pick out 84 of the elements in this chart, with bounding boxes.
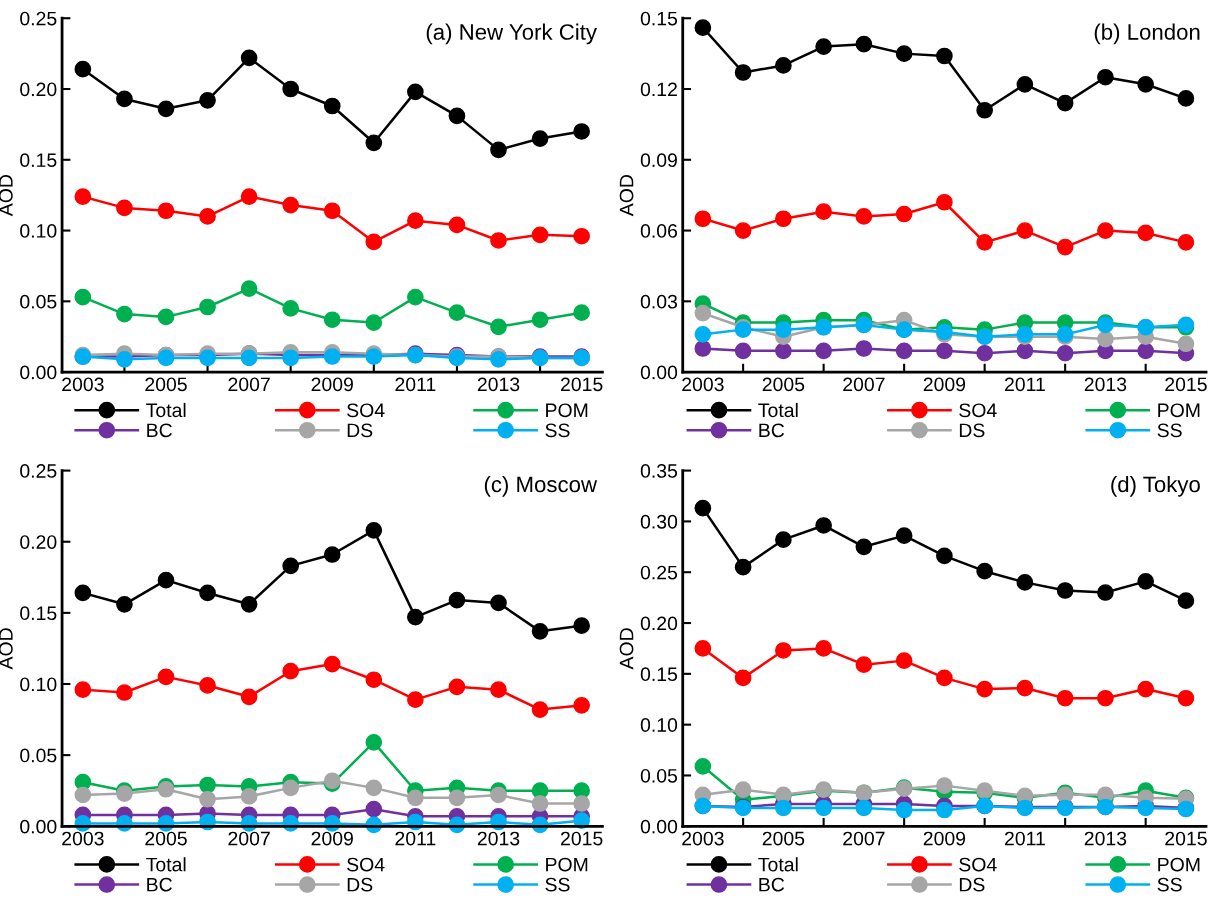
- y-tick-label: 0.15: [640, 667, 678, 682]
- legend-label: DS: [347, 877, 373, 892]
- y-tick-label: 0.15: [20, 153, 57, 168]
- x-tick-label: 2005: [762, 377, 805, 392]
- legend-label: SS: [1157, 423, 1182, 438]
- x-tick-label: 2003: [62, 377, 104, 392]
- legend-label: SS: [545, 877, 570, 892]
- legend-label: Total: [758, 857, 798, 872]
- legend-label: BC: [147, 877, 172, 892]
- legend-label: POM: [1158, 403, 1200, 418]
- x-tick-label: 2015: [1165, 831, 1207, 846]
- legend-label: SO4: [959, 403, 997, 418]
- x-tick-label: 2009: [923, 377, 966, 392]
- x-tick-label: 2005: [145, 831, 187, 846]
- y-tick-label: 0.09: [640, 153, 677, 168]
- x-tick-label: 2003: [682, 377, 724, 392]
- y-tick-label: 0.00: [640, 819, 678, 834]
- x-tick-label: 2011: [395, 377, 436, 392]
- x-tick-label: 2009: [311, 831, 353, 846]
- x-tick-label: 2015: [560, 831, 603, 846]
- legend-label: Total: [758, 402, 798, 418]
- legend-label: SO4: [347, 857, 385, 872]
- y-tick-label: 0.20: [20, 535, 57, 549]
- x-tick-label: 2015: [560, 377, 603, 392]
- x-tick-label: 2009: [923, 831, 966, 846]
- chart-title: (c) Moscow: [484, 475, 598, 497]
- y-tick-label: 0.15: [640, 11, 678, 26]
- x-tick-label: 2007: [228, 831, 270, 846]
- legend-label: POM: [546, 857, 588, 872]
- y-axis-title: AOD: [619, 628, 634, 670]
- y-tick-label: 0.05: [20, 748, 57, 763]
- y-axis-title: AOD: [619, 175, 634, 217]
- legend-label: POM: [1158, 857, 1200, 872]
- legend-label: BC: [759, 877, 785, 892]
- legend-label: DS: [959, 423, 985, 438]
- legend-label: SO4: [959, 857, 997, 872]
- y-tick-label: 0.10: [20, 224, 57, 238]
- x-tick-label: 2003: [682, 831, 724, 846]
- y-tick-label: 0.10: [20, 677, 57, 692]
- y-tick-label: 0.03: [640, 294, 678, 309]
- x-tick-label: 2013: [477, 831, 520, 846]
- x-tick-label: 2007: [228, 377, 270, 392]
- x-tick-label: 2013: [1084, 831, 1127, 846]
- y-tick-label: 0.05: [20, 294, 57, 309]
- y-tick-label: 0.25: [20, 464, 57, 478]
- chart-title: (d) Tokyo: [1111, 475, 1200, 497]
- y-tick-label: 0.15: [20, 606, 57, 621]
- y-tick-label: 0.06: [640, 224, 678, 238]
- y-tick-label: 0.00: [640, 365, 678, 380]
- y-tick-label: 0.12: [640, 82, 677, 97]
- y-tick-label: 0.25: [20, 11, 57, 26]
- y-tick-label: 0.30: [640, 514, 678, 529]
- y-tick-label: 0.05: [640, 768, 678, 783]
- y-tick-label: 0.20: [20, 82, 57, 97]
- x-tick-label: 2005: [762, 831, 805, 846]
- chart-title: (b) London: [1094, 23, 1200, 45]
- legend-label: DS: [347, 423, 373, 438]
- legend-label: Total: [146, 857, 186, 872]
- legend-label: BC: [147, 423, 172, 438]
- y-tick-label: 0.00: [20, 365, 57, 380]
- legend-label: POM: [546, 403, 588, 418]
- legend-label: SS: [545, 423, 570, 438]
- x-tick-label: 2015: [1165, 377, 1207, 392]
- y-tick-label: 0.35: [640, 464, 678, 478]
- x-tick-label: 2011: [395, 831, 436, 846]
- y-tick-label: 0.10: [640, 718, 678, 732]
- x-tick-label: 2013: [1084, 377, 1127, 392]
- x-tick-label: 2007: [843, 831, 885, 846]
- x-tick-label: 2011: [1004, 377, 1045, 392]
- legend-label: DS: [959, 877, 985, 892]
- legend-label: Total: [146, 402, 186, 418]
- x-tick-label: 2003: [62, 831, 104, 846]
- legend-label: BC: [759, 423, 785, 438]
- x-tick-label: 2011: [1004, 831, 1045, 846]
- chart-title: (a) New York City: [426, 23, 597, 45]
- y-tick-label: 0.00: [20, 819, 57, 834]
- x-tick-label: 2013: [477, 377, 520, 392]
- y-tick-label: 0.20: [640, 616, 678, 631]
- legend-label: SO4: [347, 403, 385, 418]
- x-tick-label: 2009: [311, 377, 353, 392]
- x-tick-label: 2007: [843, 377, 885, 392]
- y-tick-label: 0.25: [640, 565, 678, 580]
- x-tick-label: 2005: [145, 377, 187, 392]
- legend-label: SS: [1157, 877, 1182, 892]
